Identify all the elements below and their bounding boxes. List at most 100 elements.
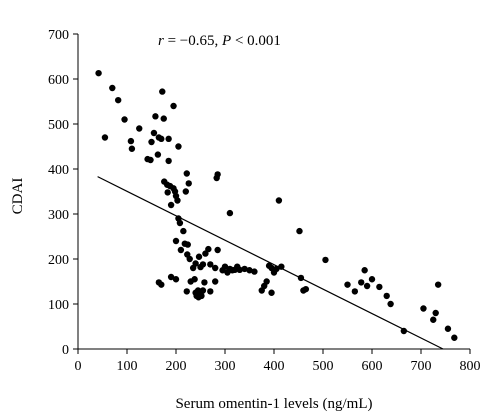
p-value-text: < 0.001 — [231, 33, 281, 49]
data-point — [213, 174, 220, 182]
data-point — [302, 285, 310, 293]
y-tick-label: 300 — [48, 208, 69, 223]
data-point — [183, 170, 190, 177]
data-point — [177, 246, 185, 254]
data-point — [167, 201, 175, 209]
data-point — [114, 96, 122, 104]
data-point — [198, 292, 205, 300]
data-point — [296, 227, 303, 235]
data-point — [201, 279, 208, 286]
data-point — [383, 292, 390, 300]
data-point — [226, 209, 234, 217]
x-tick-label: 400 — [264, 359, 285, 374]
data-point — [214, 246, 221, 254]
data-point — [351, 288, 359, 295]
x-tick-label: 600 — [362, 359, 383, 374]
data-point — [186, 255, 193, 263]
data-point — [434, 281, 442, 288]
data-point — [246, 267, 253, 274]
y-tick-label: 600 — [48, 73, 69, 88]
x-axis-label: Serum omentin-1 levels (ng/mL) — [175, 396, 372, 412]
data-point — [164, 189, 171, 196]
data-point — [191, 276, 198, 283]
data-point — [251, 268, 258, 275]
data-point — [185, 180, 192, 187]
data-point — [152, 113, 159, 120]
y-axis-label: CDAI — [10, 178, 26, 215]
data-point — [344, 281, 351, 288]
data-point — [444, 325, 452, 332]
r-symbol: r — [158, 33, 164, 49]
data-point — [175, 143, 182, 150]
y-ticks: 0 100 200 300 400 500 600 700 — [48, 28, 78, 358]
data-point — [160, 115, 167, 122]
data-point — [159, 88, 166, 95]
y-tick-label: 200 — [48, 253, 69, 268]
data-point — [127, 137, 135, 145]
data-point — [170, 102, 177, 110]
x-ticks: 0 100 200 300 400 500 600 700 800 — [75, 349, 481, 374]
data-point — [199, 287, 207, 294]
x-tick-label: 700 — [411, 359, 432, 374]
axes — [77, 34, 470, 350]
data-point — [109, 84, 116, 92]
data-point — [268, 289, 275, 296]
data-point — [322, 256, 329, 264]
x-tick-label: 300 — [215, 359, 236, 374]
data-point — [387, 300, 394, 308]
data-point — [128, 145, 136, 152]
data-point — [451, 334, 458, 341]
y-tick-label: 100 — [48, 298, 69, 313]
data-point — [121, 116, 128, 123]
data-point — [363, 282, 371, 290]
data-point — [430, 316, 437, 323]
data-point — [199, 261, 207, 268]
data-point — [275, 197, 283, 204]
correlation-annotation: r = −0.65, P < 0.001 — [158, 33, 281, 49]
p-symbol: P — [221, 33, 231, 49]
y-tick-label: 500 — [48, 118, 69, 133]
x-tick-label: 200 — [166, 359, 187, 374]
data-point — [150, 129, 158, 137]
r-value-text: = −0.65, — [164, 33, 222, 49]
data-point — [221, 263, 229, 270]
data-point — [195, 253, 203, 260]
data-point — [432, 309, 439, 317]
y-tick-label: 700 — [48, 28, 69, 43]
data-point — [148, 138, 155, 146]
data-point — [241, 265, 248, 273]
regression-line — [97, 176, 444, 350]
data-point — [212, 264, 219, 272]
data-point — [278, 263, 285, 270]
data-point — [172, 276, 180, 283]
x-tick-label: 800 — [460, 359, 481, 374]
data-point — [184, 241, 191, 248]
data-point — [376, 283, 383, 291]
data-point — [182, 188, 189, 195]
data-point — [207, 261, 214, 268]
data-point — [154, 151, 162, 158]
y-tick-label: 400 — [48, 163, 69, 178]
data-point — [361, 267, 368, 274]
x-tick-label: 0 — [75, 359, 82, 374]
data-point — [176, 219, 184, 227]
data-point — [205, 245, 212, 253]
data-point — [95, 69, 102, 77]
data-point — [158, 281, 165, 288]
data-point — [167, 273, 175, 281]
data-point — [174, 197, 181, 204]
data-point — [358, 279, 365, 286]
data-point — [400, 327, 408, 335]
data-point — [147, 156, 154, 164]
data-points — [95, 69, 458, 341]
data-point — [172, 237, 180, 245]
data-point — [192, 260, 199, 267]
data-point — [420, 305, 427, 312]
x-tick-label: 500 — [313, 359, 334, 374]
y-tick-label: 0 — [62, 343, 69, 358]
data-point — [236, 266, 243, 273]
data-point — [368, 276, 376, 283]
data-point — [183, 288, 190, 295]
data-point — [261, 282, 268, 290]
